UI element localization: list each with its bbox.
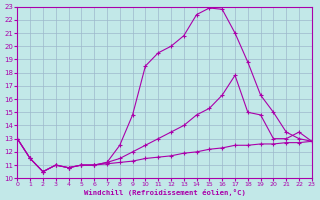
X-axis label: Windchill (Refroidissement éolien,°C): Windchill (Refroidissement éolien,°C)	[84, 189, 245, 196]
